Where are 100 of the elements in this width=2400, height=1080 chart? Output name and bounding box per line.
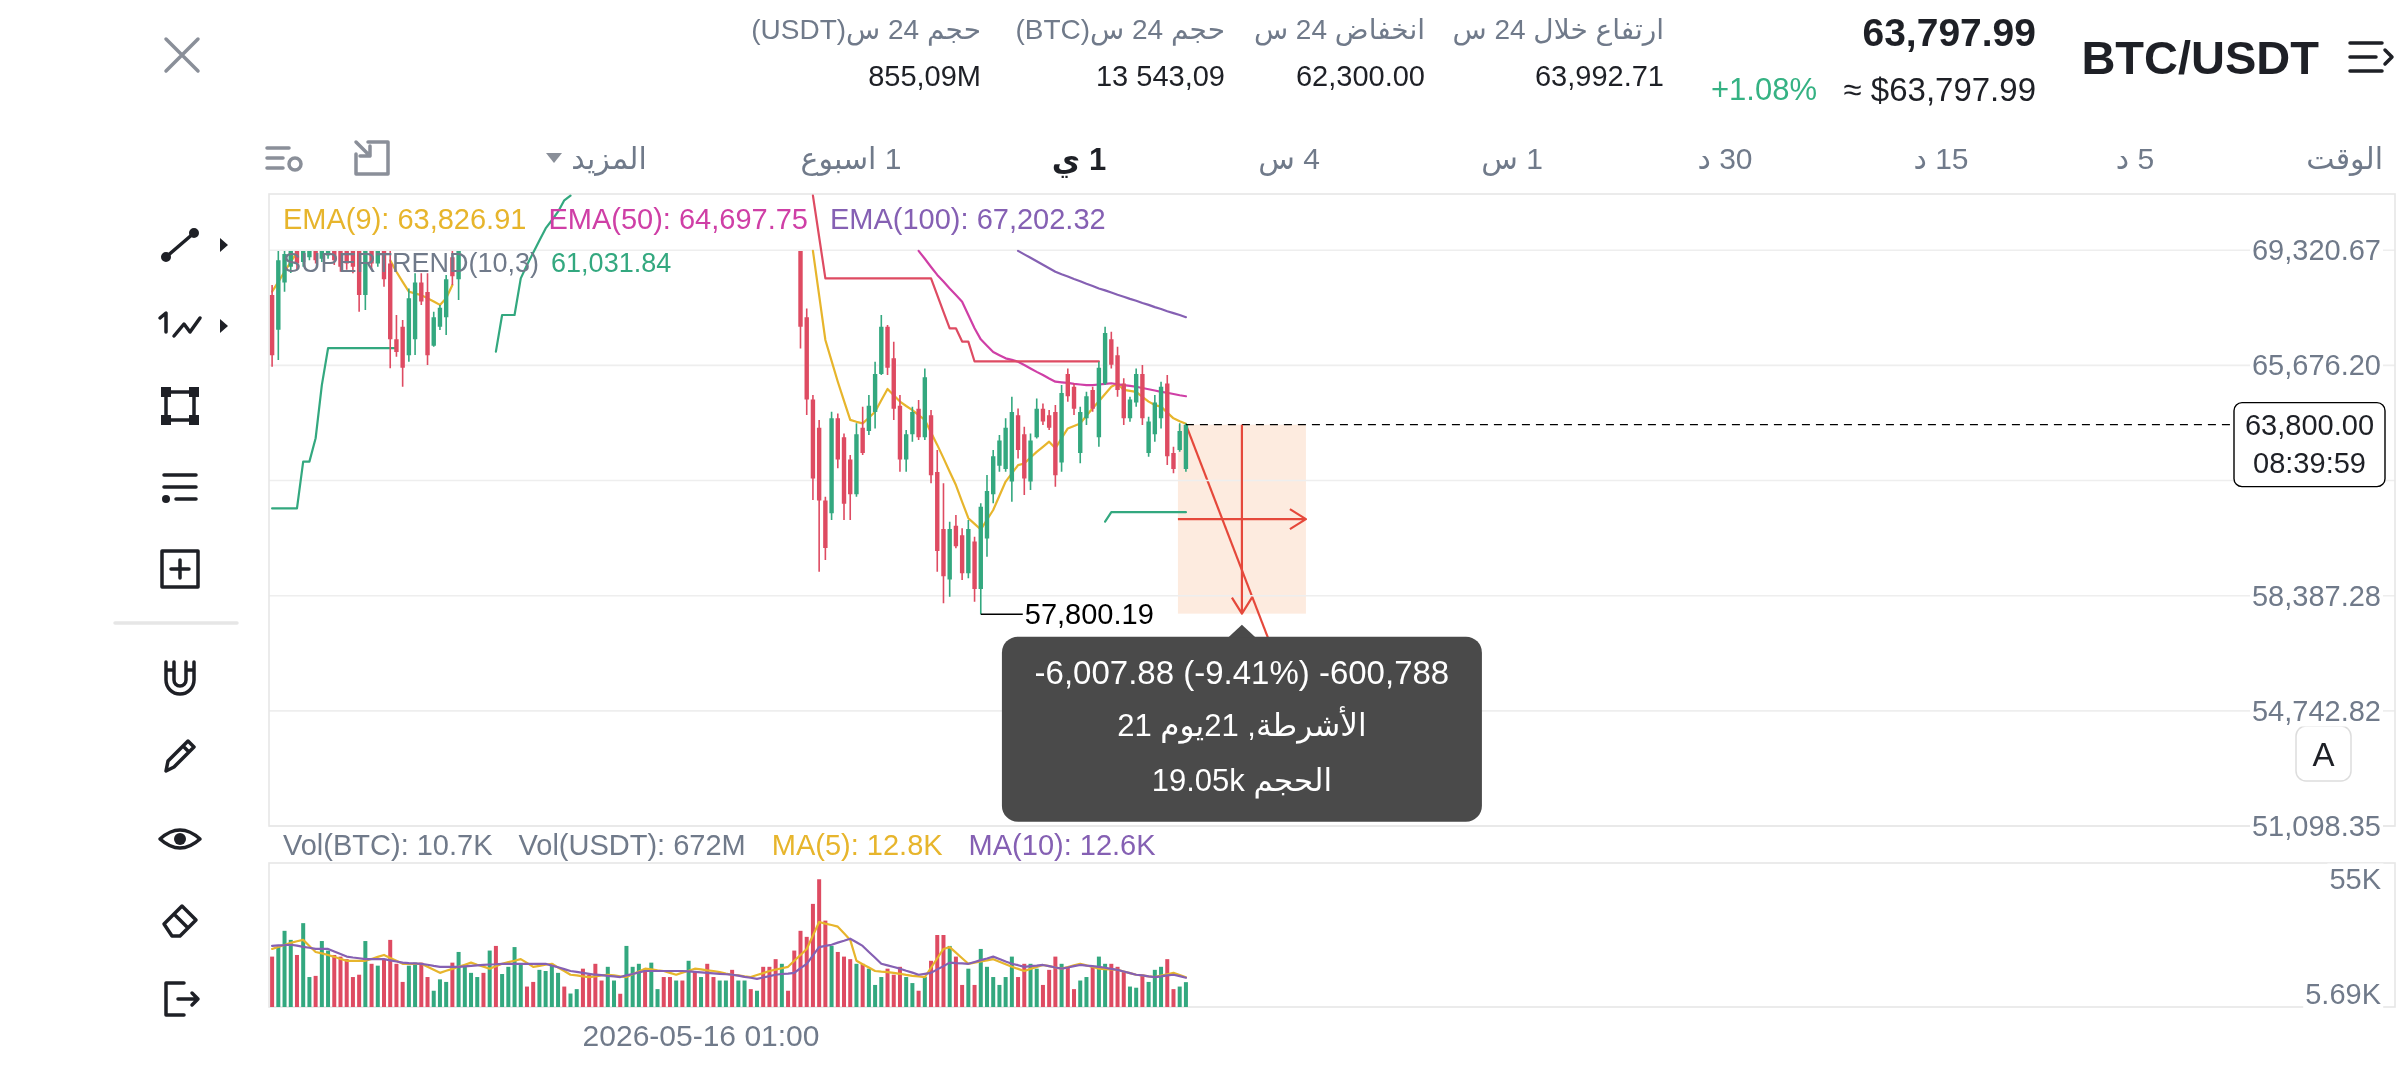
bar [456,951,461,1007]
bar [910,983,915,1007]
candlestick [966,520,971,579]
candlestick [854,423,859,497]
annotation: 57,800.19 [1024,597,1154,630]
bar [885,968,890,1007]
candlestick [1040,403,1046,426]
bar [574,989,579,1007]
bar [686,960,691,1007]
bar [338,956,343,1007]
bar [742,980,747,1007]
bar [972,984,977,1007]
bar [786,990,791,1007]
bar [549,963,554,1007]
bar [817,879,822,1007]
bar [717,980,722,1007]
bar [1140,974,1145,1007]
bar [288,939,293,1007]
bar [524,986,529,1007]
text: 13 543,09 [1095,59,1225,92]
bar [873,984,878,1007]
candlestick [879,315,884,376]
text: MA(5): 12.8K [771,828,943,861]
bar [661,977,666,1007]
text: ارتفاع خلال 24 س [1452,14,1664,45]
bar [649,962,654,1007]
candlestick [872,361,878,429]
bar [1016,977,1021,1007]
candlestick [437,305,443,331]
bar [462,965,467,1007]
bar [605,966,610,1007]
bar [344,959,349,1007]
bar [612,980,617,1007]
candlestick [1158,381,1164,429]
bar [916,990,921,1007]
bar [400,981,405,1007]
bar [313,975,318,1007]
text: 5 د [2115,142,2155,175]
candlestick [1065,368,1070,402]
bar [437,979,442,1007]
text: 30 د [1697,142,1753,175]
candlestick [1084,391,1089,426]
bar [1115,966,1120,1007]
bar [593,963,598,1007]
bar [276,947,281,1007]
bar [842,956,847,1007]
text: Vol(USDT): 672M [518,828,746,861]
bar [779,963,784,1007]
bar [1165,959,1170,1007]
bar [941,935,946,1007]
bar [618,993,623,1007]
bar [568,993,573,1007]
candlestick [1034,398,1039,439]
text: انخفاض 24 س [1253,14,1425,45]
bar [543,971,548,1007]
text: +1.08% [1710,71,1817,107]
candlestick [1046,410,1052,431]
bar [326,950,331,1007]
candlestick [406,288,412,362]
candlestick [991,450,996,504]
bar [1159,966,1164,1007]
candlestick [1009,396,1015,502]
annotation: الحجم 19.05k [1151,762,1333,798]
bar [307,977,312,1007]
bar [469,972,474,1007]
series-label: EMA(100): 67,202.32 [829,202,1106,235]
bar [431,990,436,1007]
bar [960,984,965,1007]
bar [1059,963,1064,1007]
bar [953,956,958,1007]
bar [1090,966,1095,1007]
bar [319,941,324,1007]
y-tick-label: 55K [2327,862,2383,895]
text: حجم 24 س(BTC) [1015,14,1225,45]
bar [947,945,952,1007]
bar [413,962,418,1007]
candlestick [941,483,946,604]
bar [394,963,399,1007]
bar [798,930,803,1007]
bar [419,962,424,1007]
bar [1040,984,1045,1007]
bar [736,980,741,1007]
candlestick [1090,386,1095,412]
candlestick [1053,405,1058,487]
bar [748,989,753,1007]
text: 1 س [1481,142,1543,175]
bar [388,939,393,1007]
candlestick [1071,383,1077,416]
text: 4 س [1258,142,1320,175]
candlestick [1121,378,1126,426]
text: 2026-05-16 01:00 [582,1019,820,1052]
bar [444,981,449,1007]
candlestick [1078,406,1083,464]
candlestick [816,420,822,572]
bar [294,954,299,1007]
candlestick [984,475,990,557]
candlestick [903,430,909,472]
text: MA(10): 12.6K [968,828,1156,861]
bar [1103,963,1108,1007]
bar [866,968,871,1007]
